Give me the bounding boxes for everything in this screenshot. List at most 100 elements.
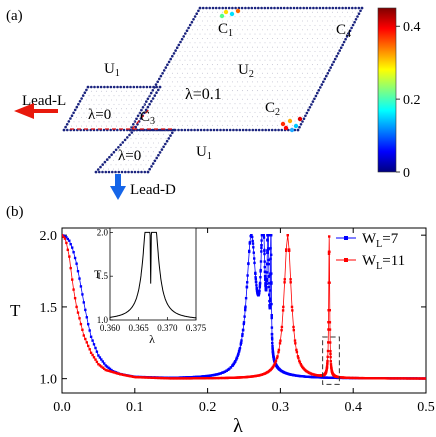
data-point	[269, 289, 272, 292]
data-point	[375, 377, 378, 380]
data-point	[281, 309, 285, 312]
data-point	[271, 347, 274, 350]
data-point	[289, 281, 292, 284]
data-point	[385, 377, 388, 380]
data-point	[356, 376, 359, 380]
data-point	[73, 297, 77, 300]
data-point	[327, 252, 331, 255]
data-point	[392, 377, 396, 380]
data-point	[270, 302, 273, 306]
data-point	[331, 376, 334, 379]
data-point	[280, 325, 284, 329]
lambda-zero-upper-label: λ=0	[88, 107, 111, 123]
inset-curve	[110, 231, 196, 319]
data-point	[327, 309, 330, 312]
data-point	[105, 365, 109, 368]
data-point	[378, 377, 381, 380]
data-point	[79, 322, 83, 326]
data-point	[117, 372, 120, 375]
inset-x-tick-label: 0.365	[129, 323, 150, 333]
data-point	[87, 323, 90, 326]
data-point	[103, 367, 106, 370]
data-point	[258, 286, 261, 289]
data-point	[265, 279, 268, 283]
data-point	[84, 337, 87, 341]
data-point	[244, 308, 247, 312]
data-point	[215, 373, 218, 376]
inset: 0.360 0.365 0.370 0.375 1.0 1.5 2.0 T λ	[94, 227, 207, 346]
data-point	[321, 376, 324, 379]
region-c1: C1	[218, 21, 233, 39]
data-point	[311, 372, 314, 376]
data-point	[317, 374, 320, 377]
data-point	[265, 262, 269, 265]
data-point	[258, 289, 261, 292]
data-point	[139, 376, 142, 379]
data-point	[203, 375, 206, 378]
data-point	[111, 370, 115, 374]
data-point	[271, 338, 274, 341]
x-tick-label: 0.2	[199, 400, 217, 415]
data-point	[292, 328, 295, 332]
data-point	[197, 375, 201, 378]
data-point	[391, 377, 394, 380]
data-point	[238, 349, 241, 353]
data-point	[95, 360, 99, 364]
data-point	[354, 376, 358, 380]
x-tick-label: 0.3	[272, 400, 290, 415]
data-point	[81, 328, 84, 331]
data-point	[278, 342, 282, 345]
inset-x-tick-label: 0.370	[157, 323, 178, 333]
data-point	[209, 377, 212, 380]
data-point	[152, 376, 155, 379]
data-point	[62, 234, 64, 237]
data-point	[251, 239, 254, 243]
data-point	[180, 377, 183, 380]
data-point	[325, 365, 329, 368]
data-point	[314, 373, 317, 377]
data-point	[382, 377, 385, 380]
data-point	[384, 377, 387, 380]
data-point	[158, 376, 161, 380]
data-point	[369, 377, 372, 380]
data-point	[75, 262, 78, 265]
data-point	[250, 234, 253, 237]
data-point	[238, 346, 242, 350]
data-point	[269, 257, 272, 261]
data-point	[165, 377, 168, 380]
data-point	[299, 375, 302, 378]
data-point	[219, 372, 222, 375]
data-point	[252, 251, 255, 254]
data-point	[267, 282, 271, 285]
data-point	[386, 377, 390, 380]
x-axis-label: λ	[233, 415, 243, 437]
data-point	[283, 281, 286, 284]
data-point	[420, 377, 423, 380]
data-point	[327, 341, 330, 344]
legend-entry: WL=11	[336, 253, 405, 272]
data-point	[259, 260, 263, 263]
data-point	[397, 377, 400, 380]
data-point	[280, 329, 283, 332]
data-point	[174, 377, 177, 380]
data-point	[350, 376, 353, 380]
data-point	[363, 377, 366, 380]
data-point	[260, 239, 263, 242]
data-point	[236, 354, 239, 357]
legend-entry: WL=7	[336, 231, 399, 250]
data-point	[255, 374, 259, 377]
legend-marker	[344, 258, 348, 262]
data-point	[66, 248, 69, 251]
data-point	[414, 377, 417, 380]
data-point	[206, 377, 209, 380]
data-point	[258, 291, 261, 295]
data-point	[253, 257, 256, 260]
data-point	[330, 365, 333, 368]
data-point	[266, 251, 269, 254]
data-point	[194, 377, 198, 380]
data-point	[71, 246, 74, 249]
data-point	[295, 350, 299, 354]
data-point	[271, 344, 274, 348]
data-point	[258, 284, 262, 288]
